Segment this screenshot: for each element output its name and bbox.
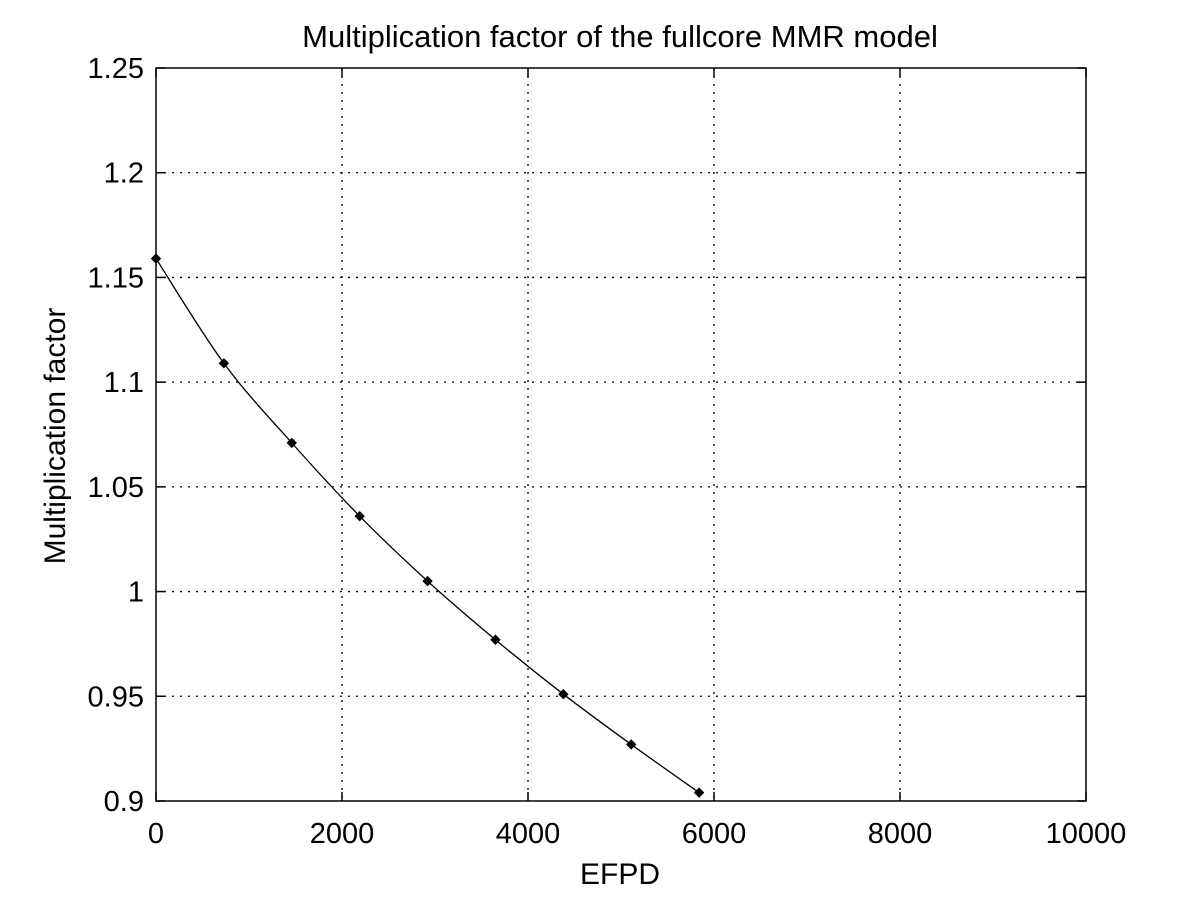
data-point-marker	[218, 358, 230, 369]
plot-area-frame	[155, 67, 1087, 802]
series-line	[155, 258, 700, 794]
x-tick-label: 2000	[310, 818, 375, 850]
y-axis-label: Multiplication factor	[39, 308, 72, 565]
y-tick-label: 1.25	[88, 53, 144, 85]
x-axis-label: EFPD	[580, 858, 660, 891]
data-point-marker	[286, 437, 297, 449]
y-tick-label: 1	[128, 577, 144, 609]
y-tick-label: 0.9	[104, 786, 144, 818]
x-tick-label: 0	[148, 818, 164, 850]
series-layer	[150, 253, 705, 798]
data-point-marker	[626, 739, 637, 750]
data-point-marker	[422, 575, 433, 587]
y-tick-label: 1.2	[104, 158, 144, 190]
tick-marks	[155, 67, 1087, 802]
data-point-marker	[354, 510, 365, 522]
data-point-marker	[693, 787, 705, 798]
y-tick-label: 1.1	[104, 367, 144, 399]
x-tick-label: 6000	[682, 818, 747, 850]
x-tick-label: 10000	[1046, 818, 1127, 850]
chart-title: Multiplication factor of the fullcore MM…	[302, 19, 938, 54]
y-tick-label: 1.05	[88, 472, 144, 504]
data-point-marker	[558, 688, 569, 700]
y-tick-label: 1.15	[88, 262, 144, 294]
data-point-marker	[490, 634, 501, 645]
x-tick-labels: 0 2000 4000 6000 8000 10000	[148, 818, 1126, 850]
x-tick-label: 8000	[868, 818, 933, 850]
grid-lines	[156, 68, 1086, 801]
y-tick-label: 0.95	[88, 681, 144, 713]
y-tick-labels: 0.9 0.95 1 1.05 1.1 1.15 1.2 1.25	[88, 53, 144, 818]
x-tick-label: 4000	[496, 818, 561, 850]
